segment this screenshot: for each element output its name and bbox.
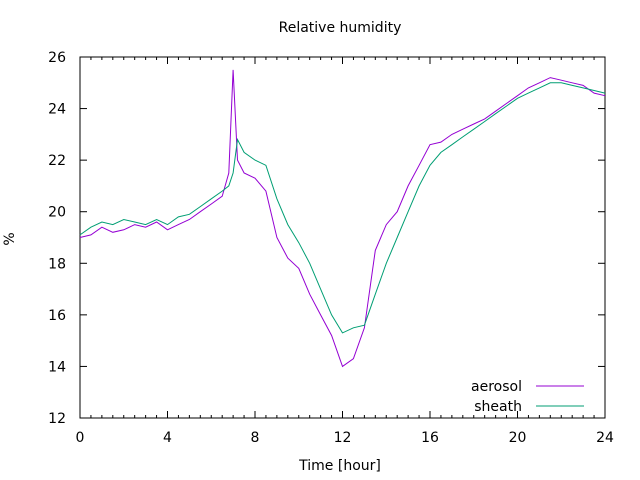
x-tick-label: 16 — [421, 430, 439, 446]
chart-title: Relative humidity — [279, 20, 402, 36]
y-tick-label: 24 — [48, 102, 66, 118]
x-tick-label: 4 — [163, 430, 172, 446]
y-axis-label: % — [2, 232, 18, 245]
axis-ticks: 0 4 8 12 16 20 24 12 14 16 18 20 22 24 26 — [48, 50, 614, 446]
x-tick-label: 24 — [596, 430, 614, 446]
y-tick-label: 14 — [48, 359, 66, 375]
x-axis-label: Time [hour] — [298, 458, 381, 474]
legend-label-aerosol: aerosol — [471, 379, 522, 395]
y-tick-label: 16 — [48, 308, 66, 324]
x-tick-label: 0 — [76, 430, 85, 446]
series-line-aerosol — [79, 69, 606, 368]
legend: aerosol sheath — [471, 379, 584, 415]
y-tick-label: 18 — [48, 256, 66, 272]
y-tick-label: 20 — [48, 205, 66, 221]
y-tick-label: 12 — [48, 411, 66, 427]
series-line-sheath — [79, 82, 606, 334]
x-tick-label: 20 — [509, 430, 527, 446]
y-tick-label: 26 — [48, 50, 66, 66]
x-tick-label: 8 — [251, 430, 260, 446]
y-tick-label: 22 — [48, 153, 66, 169]
series-group — [79, 69, 606, 368]
legend-label-sheath: sheath — [474, 399, 522, 415]
x-tick-label: 12 — [334, 430, 352, 446]
plot-frame — [79, 56, 606, 419]
